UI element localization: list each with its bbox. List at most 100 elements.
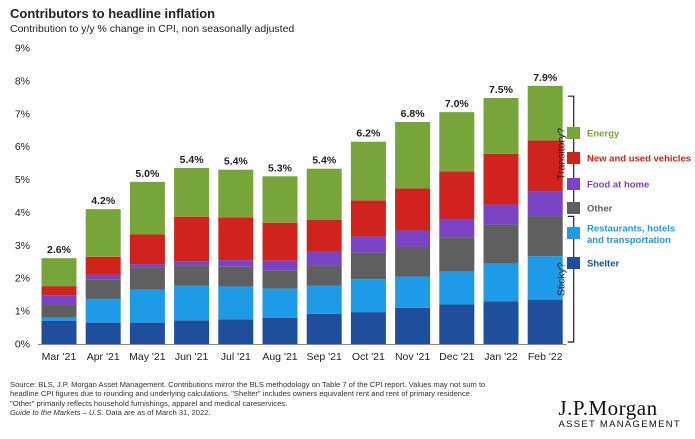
y-tick-label: 9% <box>15 43 30 55</box>
total-label: 6.2% <box>356 128 381 140</box>
bar-new-and-used-vehicles <box>218 217 254 261</box>
bar-other <box>350 252 386 280</box>
bar-energy <box>306 168 342 220</box>
logo-sub-text: ASSET MANAGEMENT <box>558 419 681 430</box>
bar-other <box>218 266 254 287</box>
bar-food-at-home <box>439 219 475 238</box>
bar-restaurants-hotels-and-transportation <box>85 298 121 323</box>
bar-food-at-home <box>129 264 165 268</box>
x-tick-label: Oct '21 <box>352 351 385 363</box>
legend-label-restaurants-hotels-and-transportation: Restaurants, hotels and transportation <box>587 224 675 247</box>
bar-restaurants-hotels-and-transportation <box>483 263 519 302</box>
bar-new-and-used-vehicles <box>483 153 519 205</box>
source-line-1: Source: BLS, J.P. Morgan Asset Managemen… <box>10 380 486 389</box>
legend-swatch-energy <box>567 127 580 139</box>
bar-new-and-used-vehicles <box>527 140 563 192</box>
bar-restaurants-hotels-and-transportation <box>527 256 563 300</box>
bar-shelter <box>395 307 431 344</box>
bar-restaurants-hotels-and-transportation <box>306 285 342 314</box>
bar-energy <box>85 209 121 257</box>
bar-restaurants-hotels-and-transportation <box>439 271 475 305</box>
bar-restaurants-hotels-and-transportation <box>41 317 77 321</box>
bar-new-and-used-vehicles <box>306 219 342 252</box>
bar-new-and-used-vehicles <box>41 286 77 296</box>
bar-other <box>483 224 519 264</box>
bar-new-and-used-vehicles <box>85 256 121 275</box>
bar-stacks <box>41 85 563 344</box>
bar-new-and-used-vehicles <box>262 222 298 261</box>
source-line-3: "Other" primarily reflects household fur… <box>10 398 288 408</box>
bar-restaurants-hotels-and-transportation <box>174 285 210 321</box>
total-labels: 2.6% 4.2% 5.0% 5.4% 5.4% 5.3% 5.4% 6.2% 6.8% 7.0%… <box>47 72 558 256</box>
bar-energy <box>439 112 475 172</box>
legend-swatch-restaurants-hotels-and-transportation <box>567 227 580 239</box>
total-label: 2.6% <box>47 244 72 256</box>
bar-shelter <box>306 313 342 344</box>
legend-swatch-shelter <box>567 257 580 269</box>
bar-shelter <box>439 304 475 344</box>
logo-main-text: J.P.Morgan <box>558 396 658 420</box>
total-label: 7.0% <box>445 98 470 110</box>
bar-other <box>395 246 431 277</box>
x-tick-label: Jun '21 <box>175 351 209 363</box>
bar-food-at-home <box>483 204 519 225</box>
bar-new-and-used-vehicles <box>395 188 431 231</box>
total-label: 4.2% <box>91 195 116 207</box>
total-label: 7.9% <box>533 72 558 84</box>
source-note: Source: BLS, J.P. Morgan Asset Managemen… <box>10 380 570 418</box>
y-tick-label: 3% <box>15 240 30 252</box>
bar-shelter <box>85 322 121 344</box>
bar-food-at-home <box>527 191 563 217</box>
bar-other <box>527 216 563 257</box>
bar-food-at-home <box>306 251 342 266</box>
guide-name: Guide to the Markets – U.S. <box>10 408 104 418</box>
bar-restaurants-hotels-and-transportation <box>262 288 298 318</box>
bar-other <box>439 237 475 272</box>
bracket-sticky <box>567 215 575 343</box>
bar-food-at-home <box>85 274 121 280</box>
x-tick-label: May '21 <box>129 351 166 363</box>
annotation-transitory: Transitory? <box>556 128 568 180</box>
bar-other <box>41 304 77 318</box>
legend-label-other: Other <box>587 204 613 215</box>
legend-label-food-at-home: Food at home <box>587 180 649 191</box>
bar-energy <box>483 97 519 154</box>
y-tick-label: 1% <box>15 306 30 318</box>
bar-other <box>306 265 342 286</box>
bar-energy <box>174 168 210 217</box>
y-tick-label: 6% <box>15 141 30 153</box>
bar-shelter <box>483 301 519 344</box>
bar-shelter <box>350 312 386 344</box>
bar-food-at-home <box>395 230 431 247</box>
y-tick-label: 2% <box>15 273 30 285</box>
total-label: 5.4% <box>312 155 337 167</box>
bar-shelter <box>129 322 165 344</box>
jpmorgan-logo: J.P.Morgan ASSET MANAGEMENT <box>558 396 681 430</box>
legend-label-shelter: Shelter <box>587 259 620 270</box>
bar-restaurants-hotels-and-transportation <box>350 279 386 313</box>
stacked-bar-chart: 0% 1% 2% 3% 4% 5% 6% 7% 8% 9% 2.6% 4.2% 5.0% 5.4% 5.4… <box>15 43 691 364</box>
y-tick-label: 5% <box>15 174 30 186</box>
source-line-2: headline CPI figures due to rounding and… <box>10 389 473 399</box>
total-label: 7.5% <box>489 84 514 96</box>
total-label: 5.4% <box>224 156 249 168</box>
bar-energy <box>350 141 386 201</box>
bar-food-at-home <box>262 260 298 271</box>
bar-shelter <box>41 320 77 344</box>
data-date: Data are as of March 31, 2022. <box>103 408 211 418</box>
legend-label-energy: Energy <box>587 129 620 140</box>
y-tick-label: 0% <box>15 339 30 351</box>
bar-other <box>174 265 210 286</box>
bar-food-at-home <box>350 236 386 253</box>
bar-energy <box>41 258 77 287</box>
x-tick-label: Dec '21 <box>439 351 474 363</box>
source-line-4: Guide to the Markets – U.S. Data are as … <box>10 408 570 417</box>
bar-shelter <box>527 299 563 344</box>
total-label: 5.4% <box>180 154 205 166</box>
x-tick-label: Aug '21 <box>262 351 297 363</box>
legend: Energy New and used vehicles Food at home O… <box>567 127 691 270</box>
bar-new-and-used-vehicles <box>174 216 210 262</box>
bar-shelter <box>218 319 254 344</box>
legend-label-new-and-used-vehicles: New and used vehicles <box>587 154 691 165</box>
total-label: 6.8% <box>401 108 426 120</box>
